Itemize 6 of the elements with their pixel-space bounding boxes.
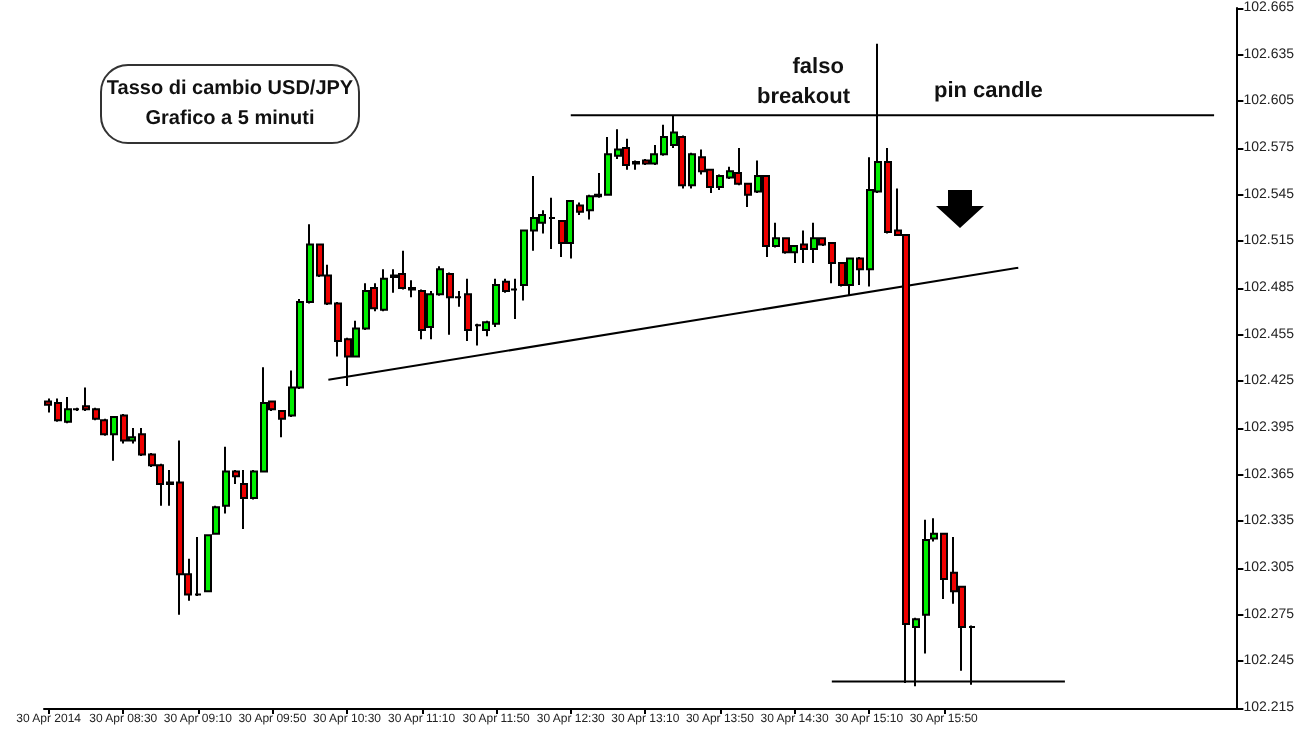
annotation: pin candle bbox=[934, 79, 1043, 103]
text: Grafico a 5 minuti bbox=[143, 106, 317, 134]
text: Tasso di cambio USD/JPY bbox=[106, 76, 354, 104]
candlestick bbox=[922, 518, 930, 655]
candlestick bbox=[510, 277, 518, 321]
annotation: falso breakout bbox=[757, 55, 851, 109]
